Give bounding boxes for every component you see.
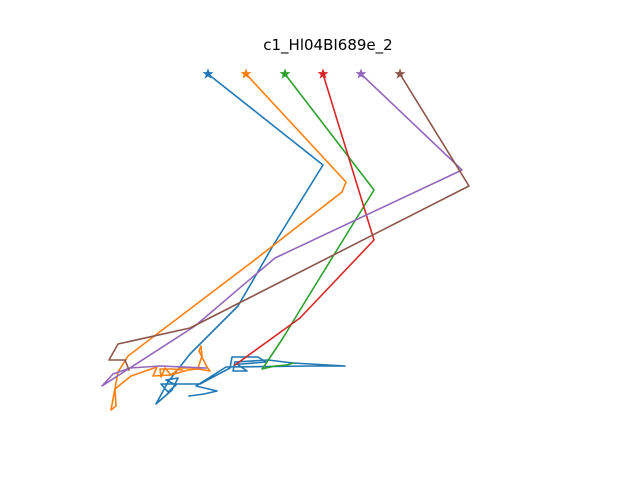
series-2-start-marker xyxy=(240,68,252,79)
series-2-line xyxy=(110,72,347,411)
series-4-start-marker xyxy=(317,68,329,79)
plot-area xyxy=(101,68,470,411)
series-5-start-marker xyxy=(355,68,367,79)
series-5-line xyxy=(101,72,463,387)
series-1-start-marker xyxy=(202,68,214,79)
series-3-start-marker xyxy=(279,68,291,79)
chart-title: c1_Hl04BI689e_2 xyxy=(263,36,392,55)
series-6-start-marker xyxy=(394,68,406,79)
series-4-line xyxy=(233,73,375,367)
series-3-line xyxy=(261,72,375,370)
series-6-line xyxy=(108,72,470,372)
